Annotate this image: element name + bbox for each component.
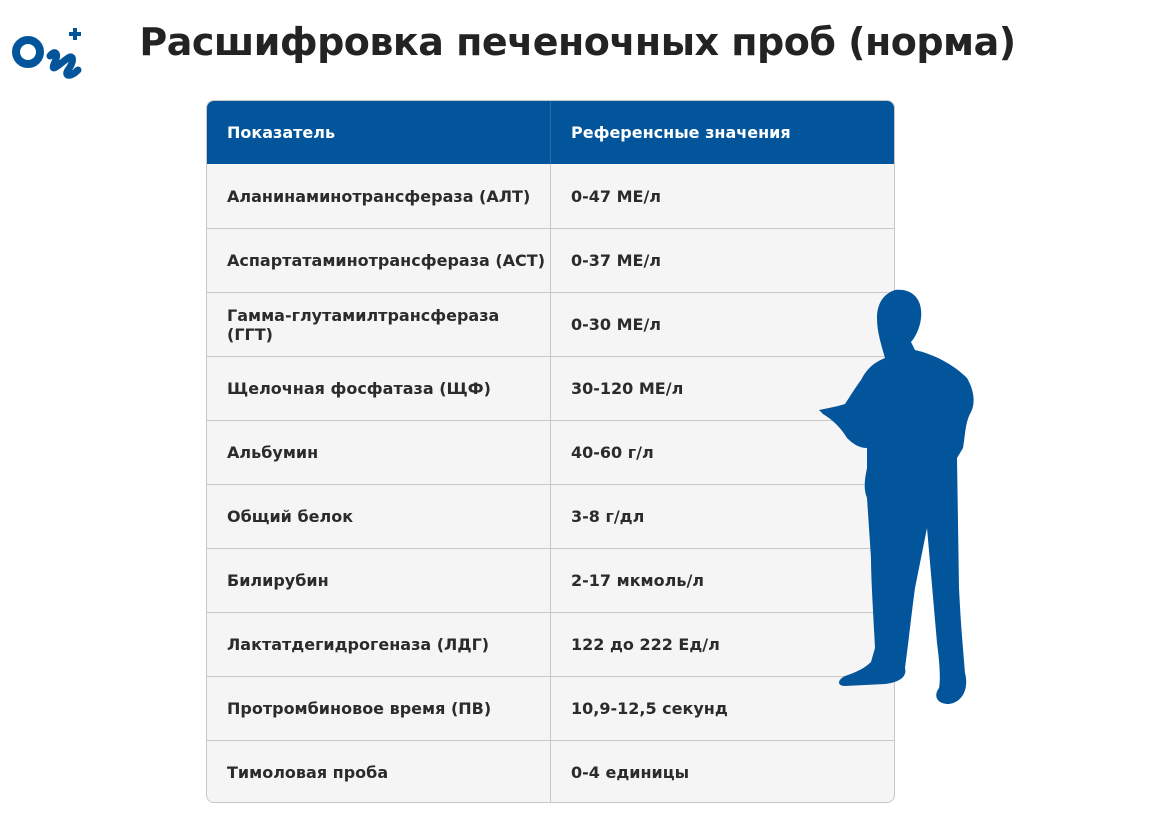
- indicator-cell: Лактатдегидрогеназа (ЛДГ): [207, 613, 551, 676]
- column-header-reference: Референсные значения: [571, 123, 791, 142]
- table-row: Тимоловая проба 0-4 единицы: [207, 740, 894, 802]
- reference-value-cell: 10,9-12,5 секунд: [571, 699, 728, 718]
- person-silhouette-icon: [819, 289, 974, 704]
- indicator-cell: Аспартатаминотрансфераза (АСТ): [207, 229, 551, 292]
- table-row: Лактатдегидрогеназа (ЛДГ) 122 до 222 Ед/л: [207, 612, 894, 676]
- indicator-cell: Протромбиновое время (ПВ): [207, 677, 551, 740]
- indicator-cell: Щелочная фосфатаза (ЩФ): [207, 357, 551, 420]
- page-title: Расшифровка печеночных проб (норма): [139, 20, 1016, 64]
- reference-value-cell: 0-30 МЕ/л: [571, 315, 662, 334]
- table-row: Аланинаминотрансфераза (АЛТ) 0-47 МЕ/л: [207, 164, 894, 228]
- indicator-cell: Тимоловая проба: [207, 741, 551, 802]
- reference-table: Показатель Референсные значения Аланинам…: [206, 100, 895, 803]
- column-header-indicator: Показатель: [207, 101, 551, 164]
- table-row: Аспартатаминотрансфераза (АСТ) 0-37 МЕ/л: [207, 228, 894, 292]
- reference-value-cell: 0-37 МЕ/л: [571, 251, 662, 270]
- reference-value-cell: 30-120 МЕ/л: [571, 379, 684, 398]
- table-row: Альбумин 40-60 г/л: [207, 420, 894, 484]
- reference-value-cell: 2-17 мкмоль/л: [571, 571, 705, 590]
- indicator-cell: Общий белок: [207, 485, 551, 548]
- table-row: Билирубин 2-17 мкмоль/л: [207, 548, 894, 612]
- indicator-cell: Гамма-глутамилтрансфераза (ГГТ): [207, 293, 551, 356]
- table-row: Гамма-глутамилтрансфераза (ГГТ) 0-30 МЕ/л: [207, 292, 894, 356]
- reference-value-cell: 3-8 г/дл: [571, 507, 645, 526]
- reference-value-cell: 40-60 г/л: [571, 443, 654, 462]
- reference-value-cell: 0-47 МЕ/л: [571, 186, 662, 206]
- reference-value-cell: 122 до 222 Ед/л: [571, 635, 720, 654]
- table-header: Показатель Референсные значения: [207, 101, 894, 164]
- reference-value-cell: 0-4 единицы: [571, 763, 690, 782]
- indicator-cell: Альбумин: [207, 421, 551, 484]
- logo-icon: [12, 28, 82, 79]
- table-row: Протромбиновое время (ПВ) 10,9-12,5 секун…: [207, 676, 894, 740]
- table-row: Общий белок 3-8 г/дл: [207, 484, 894, 548]
- table-row: Щелочная фосфатаза (ЩФ) 30-120 МЕ/л: [207, 356, 894, 420]
- indicator-cell: Аланинаминотрансфераза (АЛТ): [207, 164, 551, 228]
- indicator-cell: Билирубин: [207, 549, 551, 612]
